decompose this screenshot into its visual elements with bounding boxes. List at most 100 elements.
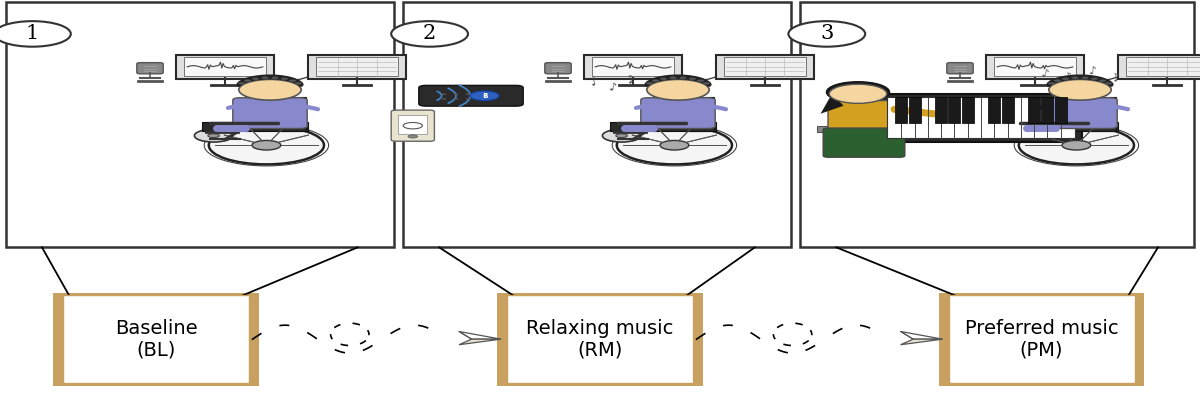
FancyBboxPatch shape bbox=[716, 55, 814, 79]
Circle shape bbox=[602, 129, 641, 142]
Circle shape bbox=[262, 77, 269, 79]
FancyBboxPatch shape bbox=[887, 97, 1075, 138]
FancyBboxPatch shape bbox=[1043, 98, 1117, 128]
FancyBboxPatch shape bbox=[1055, 97, 1067, 123]
FancyBboxPatch shape bbox=[1118, 55, 1200, 79]
FancyBboxPatch shape bbox=[1090, 97, 1116, 131]
Circle shape bbox=[689, 77, 696, 80]
Circle shape bbox=[1018, 134, 1030, 138]
Text: 2: 2 bbox=[422, 24, 437, 43]
FancyBboxPatch shape bbox=[688, 97, 714, 131]
FancyBboxPatch shape bbox=[948, 97, 960, 123]
FancyBboxPatch shape bbox=[137, 63, 163, 74]
Text: Relaxing music
(RM): Relaxing music (RM) bbox=[527, 319, 673, 359]
FancyBboxPatch shape bbox=[1012, 122, 1118, 131]
Circle shape bbox=[697, 79, 704, 82]
FancyBboxPatch shape bbox=[935, 97, 947, 123]
FancyBboxPatch shape bbox=[391, 110, 434, 141]
Circle shape bbox=[647, 79, 709, 100]
Circle shape bbox=[670, 77, 677, 79]
Circle shape bbox=[1054, 79, 1061, 82]
Circle shape bbox=[466, 93, 470, 95]
FancyBboxPatch shape bbox=[940, 293, 1145, 385]
Polygon shape bbox=[458, 339, 502, 345]
FancyBboxPatch shape bbox=[176, 55, 274, 79]
Circle shape bbox=[1048, 82, 1055, 85]
FancyBboxPatch shape bbox=[947, 63, 973, 74]
Circle shape bbox=[466, 98, 470, 100]
Circle shape bbox=[454, 98, 458, 100]
FancyBboxPatch shape bbox=[1042, 97, 1054, 123]
Circle shape bbox=[679, 77, 686, 79]
Circle shape bbox=[703, 82, 710, 85]
FancyBboxPatch shape bbox=[545, 63, 571, 74]
Circle shape bbox=[1049, 79, 1111, 100]
Circle shape bbox=[1105, 82, 1112, 85]
Polygon shape bbox=[900, 339, 943, 345]
FancyBboxPatch shape bbox=[892, 103, 911, 132]
FancyBboxPatch shape bbox=[592, 57, 674, 76]
Circle shape bbox=[660, 140, 689, 150]
Circle shape bbox=[1062, 140, 1091, 150]
FancyBboxPatch shape bbox=[316, 57, 398, 76]
FancyBboxPatch shape bbox=[54, 293, 259, 385]
Circle shape bbox=[1019, 126, 1134, 164]
FancyBboxPatch shape bbox=[233, 98, 307, 128]
Text: ♪: ♪ bbox=[1063, 72, 1073, 83]
Text: ʙ: ʙ bbox=[482, 91, 487, 100]
Text: Preferred music
(PM): Preferred music (PM) bbox=[965, 319, 1118, 359]
FancyBboxPatch shape bbox=[828, 101, 900, 132]
FancyBboxPatch shape bbox=[64, 295, 250, 383]
FancyBboxPatch shape bbox=[961, 97, 973, 123]
FancyBboxPatch shape bbox=[498, 293, 702, 385]
Text: ♪: ♪ bbox=[607, 82, 617, 93]
Circle shape bbox=[408, 135, 418, 138]
FancyBboxPatch shape bbox=[6, 2, 394, 247]
Text: ♪: ♪ bbox=[589, 76, 599, 87]
Text: 3: 3 bbox=[820, 24, 834, 43]
Circle shape bbox=[252, 77, 259, 80]
Circle shape bbox=[238, 82, 245, 85]
Circle shape bbox=[0, 21, 71, 47]
FancyBboxPatch shape bbox=[800, 2, 1194, 247]
Circle shape bbox=[652, 79, 659, 82]
Text: ♪: ♪ bbox=[1039, 68, 1049, 79]
Circle shape bbox=[1062, 77, 1069, 80]
Text: ♪: ♪ bbox=[1111, 72, 1121, 83]
FancyBboxPatch shape bbox=[403, 2, 791, 247]
FancyBboxPatch shape bbox=[184, 57, 266, 76]
Circle shape bbox=[252, 140, 281, 150]
Circle shape bbox=[788, 21, 865, 47]
Circle shape bbox=[470, 91, 499, 101]
Circle shape bbox=[239, 79, 301, 100]
Text: Baseline
(BL): Baseline (BL) bbox=[115, 319, 197, 359]
FancyBboxPatch shape bbox=[308, 55, 406, 79]
FancyBboxPatch shape bbox=[880, 94, 1082, 142]
Circle shape bbox=[271, 77, 278, 79]
Polygon shape bbox=[458, 332, 502, 339]
FancyBboxPatch shape bbox=[908, 97, 920, 123]
FancyBboxPatch shape bbox=[1126, 57, 1200, 76]
Circle shape bbox=[1091, 77, 1098, 80]
FancyBboxPatch shape bbox=[823, 128, 905, 157]
Circle shape bbox=[244, 79, 251, 82]
Text: ♪: ♪ bbox=[1088, 67, 1096, 77]
Text: 1: 1 bbox=[25, 24, 40, 43]
FancyBboxPatch shape bbox=[895, 97, 907, 123]
Circle shape bbox=[194, 129, 233, 142]
Circle shape bbox=[660, 77, 667, 80]
Circle shape bbox=[281, 77, 288, 80]
FancyBboxPatch shape bbox=[202, 122, 308, 131]
Circle shape bbox=[616, 134, 628, 138]
Circle shape bbox=[829, 84, 887, 103]
FancyBboxPatch shape bbox=[989, 97, 1001, 123]
FancyBboxPatch shape bbox=[986, 55, 1084, 79]
FancyBboxPatch shape bbox=[641, 98, 715, 128]
Circle shape bbox=[1072, 77, 1079, 79]
Circle shape bbox=[1081, 77, 1088, 79]
Circle shape bbox=[295, 82, 302, 85]
FancyBboxPatch shape bbox=[584, 55, 682, 79]
Circle shape bbox=[289, 79, 296, 82]
FancyBboxPatch shape bbox=[508, 295, 694, 383]
FancyBboxPatch shape bbox=[817, 126, 911, 132]
